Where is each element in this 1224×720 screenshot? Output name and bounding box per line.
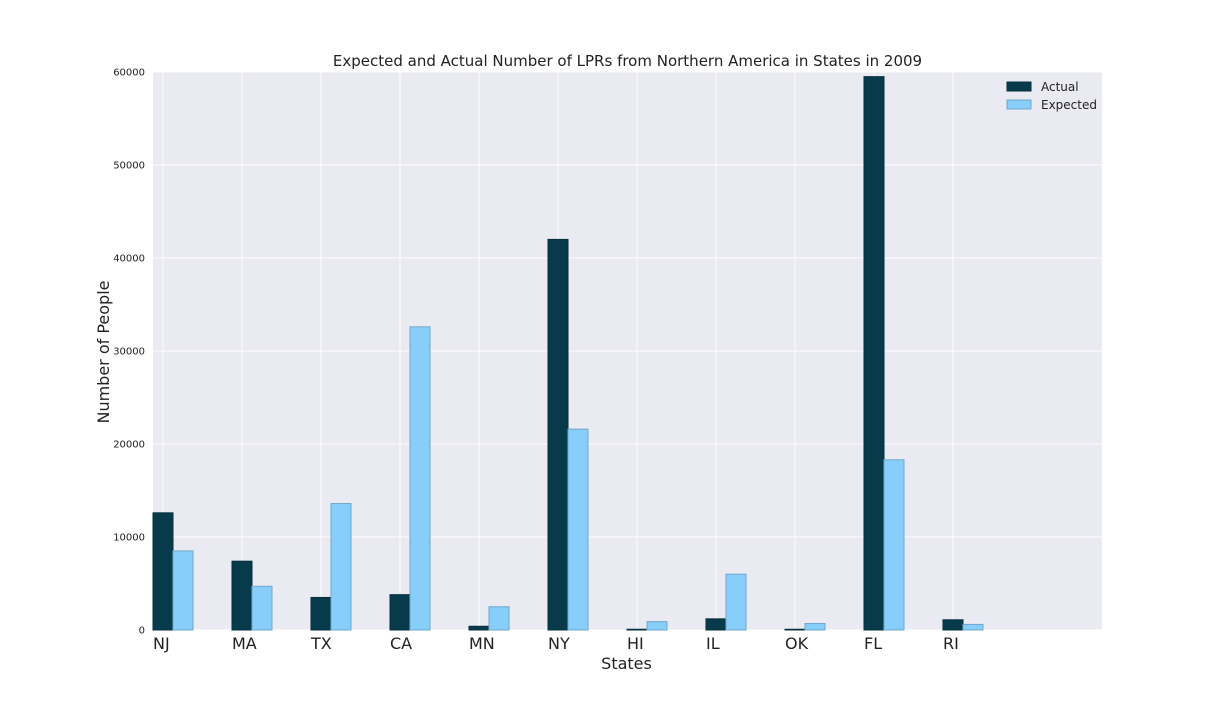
bar-expected-mn [488,606,510,631]
legend-label-expected: Expected [1041,98,1097,112]
bar-actual-tx [310,596,332,631]
x-tick-label: RI [943,634,959,653]
x-tick-label: CA [390,634,412,653]
y-tick-label: 30000 [113,347,145,358]
legend: Actual Expected [1006,80,1097,112]
chart-title: Expected and Actual Number of LPRs from … [333,52,922,70]
x-tick-label: MA [232,634,257,653]
y-tick-label: 40000 [113,254,145,265]
bar-expected-il [725,573,747,631]
x-tick-label: HI [627,634,644,653]
bar-expected-fl [883,459,905,631]
bar-expected-ok [804,622,826,631]
bar-actual-ok [784,628,806,631]
bar-expected-ri [962,623,984,631]
bar-expected-ma [251,585,273,631]
x-tick-label: FL [864,634,882,653]
legend-swatch-actual [1006,81,1032,92]
bar-actual-ma [231,560,253,631]
bar-expected-ca [409,326,431,631]
bar-actual-ca [389,594,411,631]
bar-actual-il [705,618,727,631]
x-tick-label: IL [706,634,720,653]
bar-expected-ny [567,428,589,631]
bar-actual-ri [942,619,964,631]
legend-swatch-expected [1006,99,1032,110]
x-axis-label: States [601,654,652,673]
x-tick-label: NY [548,634,570,653]
bar-actual-nj [152,512,174,631]
legend-label-actual: Actual [1041,80,1079,94]
x-axis-ticks: NJ MA TX CA MN NY HI IL OK FL RI [153,634,959,653]
bars [152,76,984,631]
y-tick-label: 50000 [113,161,145,172]
y-tick-label: 60000 [113,68,145,79]
bar-actual-mn [468,625,490,631]
bar-actual-ny [547,238,569,631]
x-tick-label: MN [469,634,495,653]
y-tick-label: 20000 [113,440,145,451]
bar-actual-hi [626,628,648,631]
x-tick-label: TX [310,634,332,653]
bar-expected-hi [646,621,668,631]
x-tick-label: NJ [153,634,170,653]
bar-expected-nj [172,550,194,631]
bar-actual-fl [863,76,885,631]
x-tick-label: OK [785,634,809,653]
y-tick-label: 10000 [113,533,145,544]
y-axis-ticks: 0 10000 20000 30000 40000 50000 60000 [113,68,145,637]
y-tick-label: 0 [139,626,145,637]
bar-expected-tx [330,503,352,631]
grid-lines [153,71,1102,631]
y-axis-label: Number of People [94,280,113,423]
